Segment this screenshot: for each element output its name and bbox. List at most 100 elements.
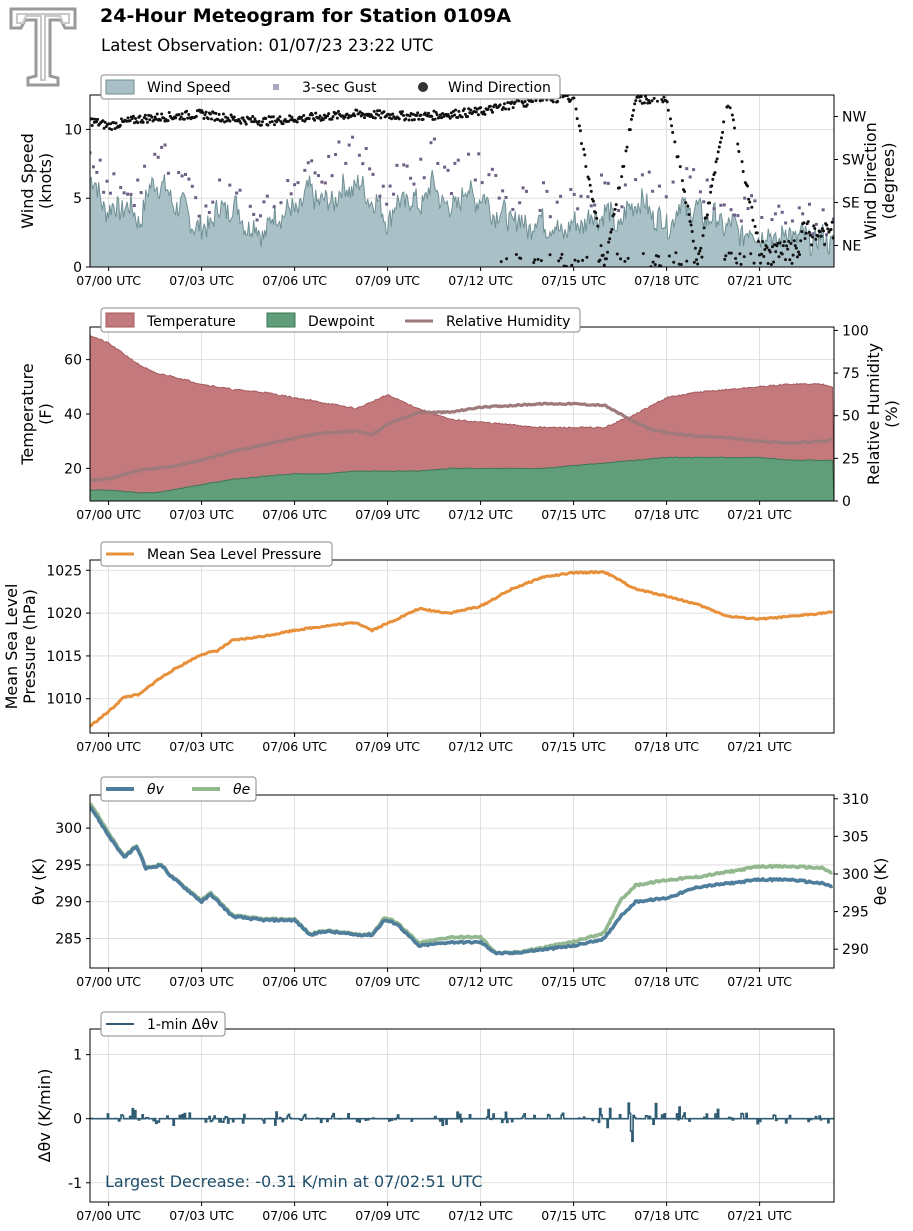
direction-point <box>377 113 381 117</box>
gust-point <box>177 171 181 175</box>
direction-point <box>759 261 763 265</box>
gust-point <box>647 170 651 174</box>
gust-point <box>197 214 201 218</box>
direction-point <box>572 96 576 100</box>
gust-point <box>327 154 331 158</box>
direction-point <box>345 112 349 116</box>
direction-point <box>775 244 779 248</box>
panel-5-frame: 07/00 UTC 07/03 UTC 07/06 UTC 07/09 UTC 07/1… <box>68 1028 835 1223</box>
direction-point <box>363 116 367 120</box>
relative-humidity-axis-label: Relative Humidity(%) <box>864 343 901 485</box>
gust-point <box>589 204 593 208</box>
direction-point <box>717 145 721 149</box>
x-tick-label: 07/06 UTC <box>262 273 327 288</box>
direction-point <box>241 116 245 120</box>
direction-point <box>281 122 285 126</box>
pressure-line <box>90 570 833 728</box>
gust-point <box>808 202 812 206</box>
direction-point <box>407 118 411 122</box>
x-tick-label: 07/21 UTC <box>727 507 792 522</box>
direction-point <box>433 117 437 121</box>
direction-point <box>130 117 134 121</box>
gust-point <box>419 157 423 161</box>
gust-point <box>187 177 191 181</box>
wind-panel <box>90 95 834 267</box>
direction-point <box>330 117 334 121</box>
x-tick-label: 07/03 UTC <box>169 1208 234 1223</box>
x-tick-label: 07/15 UTC <box>541 739 606 754</box>
direction-point <box>583 153 587 157</box>
direction-point <box>404 117 408 121</box>
direction-point <box>596 224 600 228</box>
direction-point <box>128 119 132 123</box>
gust-point <box>831 217 834 221</box>
gust-point <box>347 143 351 147</box>
direction-point <box>576 259 580 263</box>
direction-point <box>708 201 712 205</box>
gust-point <box>576 207 580 211</box>
direction-point <box>737 149 741 153</box>
gust-point <box>405 164 409 168</box>
direction-point <box>599 244 603 248</box>
direction-point <box>506 101 510 105</box>
x-tick-label: 07/09 UTC <box>355 974 420 989</box>
gust-point <box>108 191 112 195</box>
gust-point <box>600 173 603 177</box>
gust-point <box>395 163 399 167</box>
x-tick-label: 07/06 UTC <box>262 507 327 522</box>
direction-point <box>798 253 802 257</box>
direction-point <box>474 110 478 114</box>
direction-point <box>106 122 110 126</box>
gust-point <box>593 203 597 207</box>
direction-point <box>763 247 767 251</box>
gust-point <box>545 189 549 193</box>
direction-point <box>794 246 798 250</box>
direction-point <box>591 199 595 203</box>
gust-point <box>814 222 818 226</box>
direction-point <box>412 118 416 122</box>
gust-point <box>664 195 668 199</box>
gust-point <box>449 192 453 196</box>
gust-point <box>797 206 801 210</box>
direction-point <box>203 113 207 117</box>
direction-point <box>691 239 695 243</box>
direction-point <box>746 184 750 188</box>
temperature-axis-label: Temperature(F) <box>18 363 55 465</box>
dtheta-legend: 1-min Δθv <box>100 1011 226 1037</box>
direction-point <box>463 112 467 116</box>
gust-point <box>156 155 160 159</box>
direction-point <box>662 95 666 99</box>
page-title: 24-Hour Meteogram for Station 0109A <box>100 5 512 27</box>
y-tick-label: 20 <box>64 461 82 477</box>
direction-point <box>587 177 591 181</box>
x-tick-label: 07/15 UTC <box>541 974 606 989</box>
gust-point <box>692 168 696 172</box>
gust-point <box>739 219 743 223</box>
direction-point <box>119 117 123 121</box>
plot-frame <box>89 794 835 969</box>
x-tick-label: 07/21 UTC <box>727 974 792 989</box>
direction-point <box>804 231 808 235</box>
gust-point <box>634 178 638 182</box>
direction-point <box>644 95 648 98</box>
direction-point <box>825 223 829 227</box>
gust-point <box>303 168 307 172</box>
gust-point <box>293 183 297 187</box>
direction-point <box>560 252 564 256</box>
direction-point <box>573 258 577 262</box>
x-tick-label: 07/00 UTC <box>76 507 141 522</box>
direction-point <box>462 107 466 111</box>
gust-point <box>712 207 716 211</box>
direction-point <box>620 175 624 179</box>
direction-point <box>786 247 790 251</box>
direction-point <box>148 118 152 122</box>
legend-swatch-temperature <box>105 312 135 328</box>
gust-point <box>194 196 198 200</box>
legend-swatch-direction <box>418 82 428 92</box>
direction-point <box>155 112 159 116</box>
direction-point <box>598 258 602 262</box>
direction-point <box>638 99 642 103</box>
gust-point <box>559 194 563 198</box>
direction-point <box>382 110 386 114</box>
direction-point <box>727 251 731 255</box>
